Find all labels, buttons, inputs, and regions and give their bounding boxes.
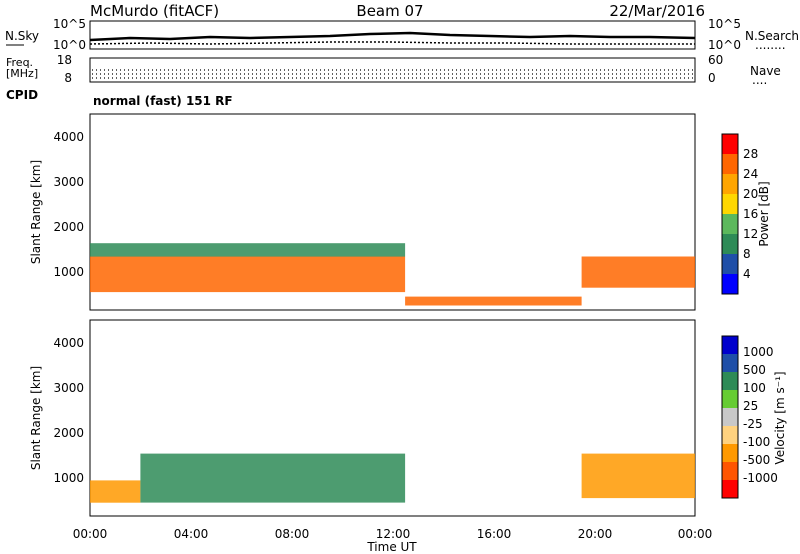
- freq-left-label-1: Freq.: [6, 56, 33, 69]
- power-cb-block-5: [722, 194, 738, 214]
- power-cells: [90, 243, 695, 306]
- freq-left-tick-bottom: 8: [64, 71, 72, 85]
- velocity-ylabel: Slant Range [km]: [29, 366, 43, 470]
- velocity-ytick-1000: 1000: [53, 471, 84, 485]
- velocity-cb-label: Velocity [m s⁻¹]: [773, 371, 787, 464]
- power-colorbar: 4 8 12 16 20 24 28 Power [dB]: [721, 133, 771, 295]
- freq-right-tick-bottom: 0: [708, 71, 716, 85]
- velocity-cb-tick-25: 25: [743, 399, 758, 413]
- xtick-0800: 08:00: [275, 527, 310, 541]
- power-cb-tick-20: 20: [743, 187, 758, 201]
- noise-right-tick-top: 10^5: [708, 17, 741, 31]
- freq-panel: Freq. [MHz] 18 8 60 0 Nave ....: [6, 53, 781, 87]
- velocity-panel: 1000 2000 3000 4000 Slant Range [km]: [29, 319, 696, 517]
- freq-left-label-2: [MHz]: [6, 67, 38, 80]
- noise-left-tick-top: 10^5: [53, 17, 86, 31]
- power-cb-tick-12: 12: [743, 227, 758, 241]
- power-ylabel: Slant Range [km]: [29, 160, 43, 264]
- power-echo-region-3: [405, 296, 582, 306]
- velocity-cb-block-4: [722, 426, 738, 444]
- date-title: 22/Mar/2016: [609, 2, 705, 20]
- power-echo-region-4: [581, 256, 695, 288]
- power-cb-block-1: [722, 274, 738, 294]
- velocity-cb-block-1: [722, 480, 738, 498]
- velocity-cb-block-3: [722, 444, 738, 462]
- power-ytick-2000: 2000: [53, 220, 84, 234]
- power-cb-tick-16: 16: [743, 207, 758, 221]
- power-cb-block-6: [722, 174, 738, 194]
- noise-panel: N.Sky 10^5 10^0 10^5 10^0 N.Search .....…: [5, 17, 799, 52]
- velocity-cb-block-8: [722, 354, 738, 372]
- velocity-cb-block-7: [722, 372, 738, 390]
- xtick-0000: 00:00: [73, 527, 108, 541]
- velocity-echo-region-1: [90, 480, 141, 503]
- velocity-cells: [90, 453, 695, 503]
- power-panel: 1000 2000 3000 4000 Slant Range [km]: [29, 113, 696, 311]
- noise-frame: [89, 20, 696, 50]
- velocity-cb-block-9: [722, 336, 738, 354]
- freq-right-label: Nave: [750, 64, 781, 78]
- power-cb-block-7: [722, 154, 738, 174]
- power-cb-tick-8: 8: [743, 247, 751, 261]
- noise-right-label: N.Search: [745, 29, 799, 43]
- velocity-echo-region-2: [140, 453, 406, 503]
- x-axis-label: Time UT: [366, 540, 417, 554]
- velocity-cb-tick-neg25: -25: [743, 417, 763, 431]
- power-cb-block-2: [722, 254, 738, 274]
- velocity-cb-tick-500: 500: [743, 363, 766, 377]
- velocity-cb-block-6: [722, 390, 738, 408]
- freq-right-dots: ....: [752, 73, 767, 87]
- power-cb-block-3: [722, 234, 738, 254]
- noise-sky-line: [89, 31, 696, 42]
- power-cb-label: Power [dB]: [757, 181, 771, 246]
- velocity-ytick-2000: 2000: [53, 426, 84, 440]
- velocity-ytick-3000: 3000: [53, 381, 84, 395]
- xtick-1600: 16:00: [477, 527, 512, 541]
- power-cb-block-4: [722, 214, 738, 234]
- freq-frame: [89, 57, 696, 83]
- noise-left-label: N.Sky: [5, 29, 39, 43]
- freq-dots: [92, 69, 693, 79]
- power-cb-block-8: [722, 134, 738, 154]
- velocity-cb-tick-100: 100: [743, 381, 766, 395]
- noise-right-dots: ........: [755, 38, 786, 52]
- velocity-cb-block-5: [722, 408, 738, 426]
- velocity-colorbar: 1000 500 100 25 -25 -100 -500 -1000 Velo…: [721, 335, 787, 499]
- station-title: McMurdo (fitACF): [90, 2, 219, 20]
- velocity-cb-tick-1000: 1000: [743, 345, 774, 359]
- power-ytick-4000: 4000: [53, 130, 84, 144]
- velocity-echo-region-3: [581, 453, 695, 499]
- cpid-label: CPID: [6, 88, 38, 102]
- beam-title: Beam 07: [356, 2, 423, 20]
- xtick-2400: 00:00: [678, 527, 713, 541]
- velocity-ytick-4000: 4000: [53, 336, 84, 350]
- power-ytick-1000: 1000: [53, 265, 84, 279]
- power-echo-region-2: [90, 243, 406, 257]
- xtick-2000: 20:00: [578, 527, 613, 541]
- freq-left-tick-top: 18: [57, 53, 72, 67]
- cpid-value: normal (fast) 151 RF: [93, 94, 233, 108]
- xtick-1200: 12:00: [376, 527, 411, 541]
- power-cb-tick-24: 24: [743, 167, 758, 181]
- power-cb-tick-28: 28: [743, 147, 758, 161]
- noise-left-tick-bottom: 10^0: [53, 38, 86, 52]
- power-cb-frame: [721, 133, 739, 295]
- noise-right-tick-bottom: 10^0: [708, 38, 741, 52]
- velocity-cb-frame: [721, 335, 739, 499]
- xtick-0400: 04:00: [174, 527, 209, 541]
- power-ytick-3000: 3000: [53, 175, 84, 189]
- x-axis: 00:00 04:00 08:00 12:00 16:00 20:00 00:0…: [73, 527, 713, 554]
- velocity-cb-tick-neg100: -100: [743, 435, 770, 449]
- velocity-cb-block-2: [722, 462, 738, 480]
- power-echo-region-1: [90, 256, 406, 293]
- velocity-cb-tick-neg1000: -1000: [743, 471, 778, 485]
- freq-right-tick-top: 60: [708, 53, 723, 67]
- noise-search-line: [89, 41, 695, 45]
- power-cb-tick-4: 4: [743, 267, 751, 281]
- velocity-cb-tick-neg500: -500: [743, 453, 770, 467]
